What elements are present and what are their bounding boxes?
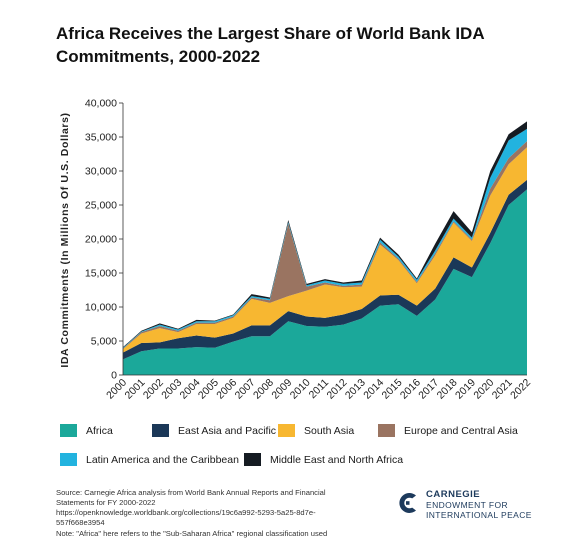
legend-label: Africa <box>86 424 113 437</box>
y-tick-label: 15,000 <box>85 268 117 280</box>
legend-label: Latin America and the Caribbean <box>86 453 239 466</box>
legend-item-east-asia-pacific: East Asia and Pacific <box>152 424 276 437</box>
legend-swatch <box>244 453 261 466</box>
logo-line-1: CARNEGIE <box>426 489 481 500</box>
area-layers <box>123 121 527 375</box>
chart-title: Africa Receives the Largest Share of Wor… <box>56 24 484 66</box>
carnegie-logo-text: CARNEGIE ENDOWMENT FOR INTERNATIONAL PEA… <box>426 489 532 521</box>
legend-item-middle-east-north-africa: Middle East and North Africa <box>244 453 403 466</box>
logo-line-2: ENDOWMENT FOR <box>426 500 509 510</box>
carnegie-logo: CARNEGIE ENDOWMENT FOR INTERNATIONAL PEA… <box>396 490 546 520</box>
y-tick-label: 20,000 <box>85 234 117 246</box>
area-east-asia-and-pacific <box>123 179 527 360</box>
y-tick-label: 30,000 <box>85 166 117 178</box>
y-tick-label: 40,000 <box>85 98 117 110</box>
source-text: Source: Carnegie Africa analysis from Wo… <box>56 488 326 527</box>
y-tick-label: 5,000 <box>91 336 117 348</box>
y-tick-label: 0 <box>111 370 117 382</box>
logo-line-3: INTERNATIONAL PEACE <box>426 510 532 520</box>
carnegie-logo-icon <box>399 493 416 513</box>
y-tick-label: 10,000 <box>85 302 117 314</box>
legend-label: Middle East and North Africa <box>270 453 404 466</box>
legend-item-europe-central-asia: Europe and Central Asia <box>378 424 518 437</box>
legend-swatch <box>152 424 169 437</box>
legend-label: Europe and Central Asia <box>404 424 518 437</box>
y-axis-label: IDA Commitments (In Millions Of U.S. Dol… <box>59 112 71 367</box>
legend-swatch <box>60 424 77 437</box>
x-tick-label: 2022 <box>508 377 533 402</box>
area-middle-east-and-north-africa <box>123 121 527 348</box>
area-south-asia <box>123 147 527 353</box>
legend-label: South Asia <box>304 424 355 437</box>
legend-item-latin-america-caribbean: Latin America and the Caribbean <box>60 453 239 466</box>
area-latin-america-and-the-caribbean <box>123 128 527 349</box>
area-africa <box>123 189 527 375</box>
note-text: Note: "Africa" here refers to the "Sub-S… <box>56 529 328 538</box>
legend-swatch <box>60 453 77 466</box>
legend-label: East Asia and Pacific <box>178 424 277 437</box>
y-tick-label: 25,000 <box>85 200 117 212</box>
legend-item-africa: Africa <box>60 424 113 437</box>
area-europe-and-central-asia <box>123 141 527 350</box>
y-tick-label: 35,000 <box>85 132 117 144</box>
legend-item-south-asia: South Asia <box>278 424 354 437</box>
legend-swatch <box>278 424 295 437</box>
legend-swatch <box>378 424 395 437</box>
stacked-area-chart: 0 5,000 10,000 15,000 20,000 25,000 30,000 35,0… <box>59 98 533 402</box>
